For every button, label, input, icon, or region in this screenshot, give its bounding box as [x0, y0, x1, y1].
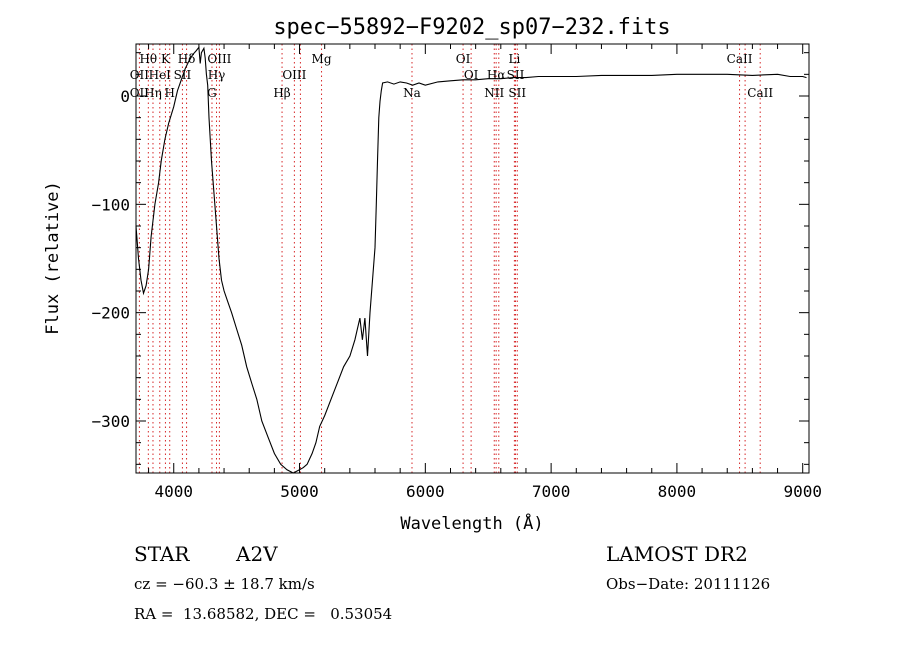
x-tick-label: 5000	[280, 482, 319, 501]
line-label: Hβ	[273, 86, 290, 100]
y-axis: 0 −100 −200 −300	[91, 52, 809, 465]
line-label: Hη	[144, 86, 162, 100]
y-tick-label: 0	[120, 87, 130, 106]
x-axis: 4000 5000 6000 7000 8000 9000	[148, 44, 822, 501]
y-tick-label: −300	[91, 412, 130, 431]
object-class: STAR	[134, 542, 190, 566]
ra-dec: RA = 13.68582, DEC = 0.53054	[134, 605, 393, 623]
y-tick-label: −100	[91, 195, 130, 214]
line-label: Hα	[487, 68, 506, 82]
line-label: Hδ	[178, 52, 196, 66]
line-label: OI	[464, 68, 479, 82]
line-label: SII	[507, 68, 525, 82]
line-label: Mg	[312, 52, 332, 66]
line-label: CaII	[747, 86, 773, 100]
line-label: Li	[508, 52, 520, 66]
line-label: OIII	[282, 68, 306, 82]
x-tick-label: 7000	[532, 482, 571, 501]
line-label: SII	[508, 86, 526, 100]
observation-date: Obs−Date: 20111126	[606, 575, 771, 593]
x-tick-label: 8000	[658, 482, 697, 501]
spectrum-line	[135, 45, 807, 474]
spectral-subclass: A2V	[236, 542, 278, 566]
line-label: Na	[403, 86, 421, 100]
line-label: OI	[456, 52, 471, 66]
line-label: OIII	[207, 52, 231, 66]
line-label: CaII	[727, 52, 753, 66]
survey-name: LAMOST DR2	[606, 542, 748, 566]
x-tick-label: 9000	[783, 482, 822, 501]
line-label: K	[161, 52, 171, 66]
line-label: G	[207, 86, 217, 100]
x-tick-label: 6000	[406, 482, 445, 501]
line-label: OII	[130, 68, 150, 82]
y-tick-label: −200	[91, 304, 130, 323]
y-axis-label: Flux (relative)	[43, 181, 63, 335]
x-tick-label: 4000	[154, 482, 193, 501]
line-label: H	[164, 86, 174, 100]
line-label-group: Hθ K Hδ OIII Mg OI Li CaII OII HeI SII Hγ OIII OI Hα SI…	[130, 52, 774, 100]
line-label: NII	[484, 86, 504, 100]
x-axis-label: Wavelength (Å)	[400, 512, 543, 534]
redshift-cz: cz = −60.3 ± 18.7 km/s	[134, 575, 315, 593]
line-label: Hθ	[139, 52, 157, 66]
line-label: HeI	[149, 68, 172, 82]
emission-line-markers	[138, 44, 761, 473]
chart-title: spec−55892−F9202_sp07−232.fits	[273, 15, 670, 40]
line-label: Hγ	[208, 68, 226, 82]
plot-frame	[135, 43, 810, 474]
